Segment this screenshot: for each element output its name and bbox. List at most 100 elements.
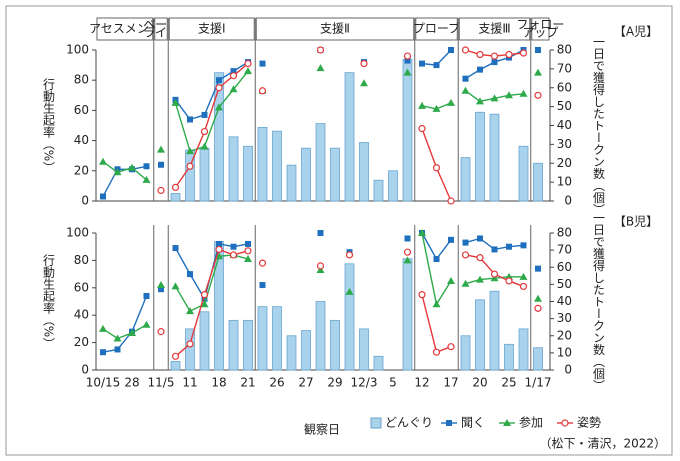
bar xyxy=(286,164,297,202)
x-tick-label: 26 xyxy=(269,376,284,390)
bar xyxy=(228,319,239,371)
y2-tick-label: 10 xyxy=(557,345,572,359)
y2-tick-label: 50 xyxy=(557,277,572,291)
marker xyxy=(447,343,455,351)
marker xyxy=(316,46,325,54)
marker xyxy=(157,281,165,289)
bar xyxy=(199,147,210,202)
bar xyxy=(504,343,514,371)
y-tick-label: 20 xyxy=(74,163,89,177)
bar xyxy=(373,355,384,371)
legend-swatch xyxy=(370,417,382,429)
marker xyxy=(157,145,165,153)
marker xyxy=(201,111,208,118)
marker xyxy=(100,193,106,200)
marker xyxy=(114,346,121,353)
marker xyxy=(535,265,541,272)
marker xyxy=(490,270,499,278)
phase-label: アセスメント xyxy=(89,22,161,36)
marker xyxy=(520,242,527,249)
marker xyxy=(345,287,354,295)
y2-axis-title: 一日で獲得したトークン数（個） xyxy=(592,36,606,216)
marker xyxy=(258,87,267,95)
bar xyxy=(359,142,369,202)
y-tick-label: 20 xyxy=(74,335,89,349)
y2-tick-label: 70 xyxy=(557,61,572,75)
y-tick-label: 0 xyxy=(81,194,89,208)
y-axis-title: 行動生起率（%） xyxy=(42,77,56,173)
marker xyxy=(143,163,150,170)
marker xyxy=(215,84,223,92)
y-tick-label: 60 xyxy=(74,103,89,117)
phase-label: 支援Ⅱ xyxy=(320,22,350,36)
marker xyxy=(186,340,194,348)
line xyxy=(102,295,148,353)
marker xyxy=(187,116,193,123)
marker xyxy=(229,85,238,93)
marker xyxy=(534,68,542,76)
marker xyxy=(418,291,426,299)
marker xyxy=(316,265,325,273)
y-tick-label: 0 xyxy=(81,363,89,377)
line xyxy=(102,165,147,197)
marker xyxy=(490,52,499,60)
bar xyxy=(489,290,500,371)
bar xyxy=(344,72,355,202)
bar xyxy=(185,328,195,371)
marker xyxy=(360,59,368,68)
marker xyxy=(461,251,470,259)
bar xyxy=(315,123,326,202)
marker xyxy=(316,262,325,270)
marker xyxy=(476,50,484,59)
marker xyxy=(171,352,180,360)
y-tick-label: 80 xyxy=(74,73,89,87)
marker xyxy=(345,251,354,259)
marker xyxy=(535,47,541,53)
phase-label: 支援Ⅲ xyxy=(478,22,510,36)
marker xyxy=(143,293,150,300)
marker xyxy=(519,89,528,97)
marker xyxy=(448,47,454,53)
marker xyxy=(230,243,237,250)
marker xyxy=(477,66,483,73)
marker xyxy=(229,72,238,80)
bar xyxy=(388,170,398,202)
bar xyxy=(402,258,413,371)
marker xyxy=(519,282,528,291)
bar xyxy=(199,311,210,371)
bar xyxy=(243,145,253,202)
marker xyxy=(404,235,411,242)
legend-label: 姿勢 xyxy=(577,415,601,430)
panel-title: 【A児】 xyxy=(614,25,658,39)
marker xyxy=(403,68,412,76)
y-tick-label: 80 xyxy=(74,253,89,267)
marker xyxy=(403,52,412,60)
marker xyxy=(216,240,222,247)
x-tick-label: 18 xyxy=(211,376,226,390)
marker xyxy=(316,64,325,72)
marker xyxy=(187,271,193,278)
marker xyxy=(157,186,165,195)
marker xyxy=(462,239,469,246)
bar xyxy=(243,319,253,371)
x-tick-label: 1/17 xyxy=(525,376,552,390)
marker xyxy=(171,98,180,106)
y2-tick-label: 0 xyxy=(564,363,572,377)
phase-box xyxy=(458,17,531,41)
marker xyxy=(476,254,484,262)
y2-axis-title: 一日で獲得したトークン数（個） xyxy=(592,212,606,392)
marker xyxy=(491,246,498,253)
marker xyxy=(158,286,164,293)
marker xyxy=(534,294,542,302)
phase-label: アップ xyxy=(522,26,558,40)
y2-tick-label: 50 xyxy=(557,99,572,113)
marker xyxy=(172,245,179,252)
bar xyxy=(214,72,224,202)
marker xyxy=(418,101,426,109)
x-tick-label: 27 xyxy=(298,376,313,390)
marker xyxy=(461,86,470,94)
bar xyxy=(257,306,268,371)
y2-tick-label: 10 xyxy=(557,175,572,189)
y2-tick-label: 40 xyxy=(557,118,572,132)
marker xyxy=(215,245,223,254)
